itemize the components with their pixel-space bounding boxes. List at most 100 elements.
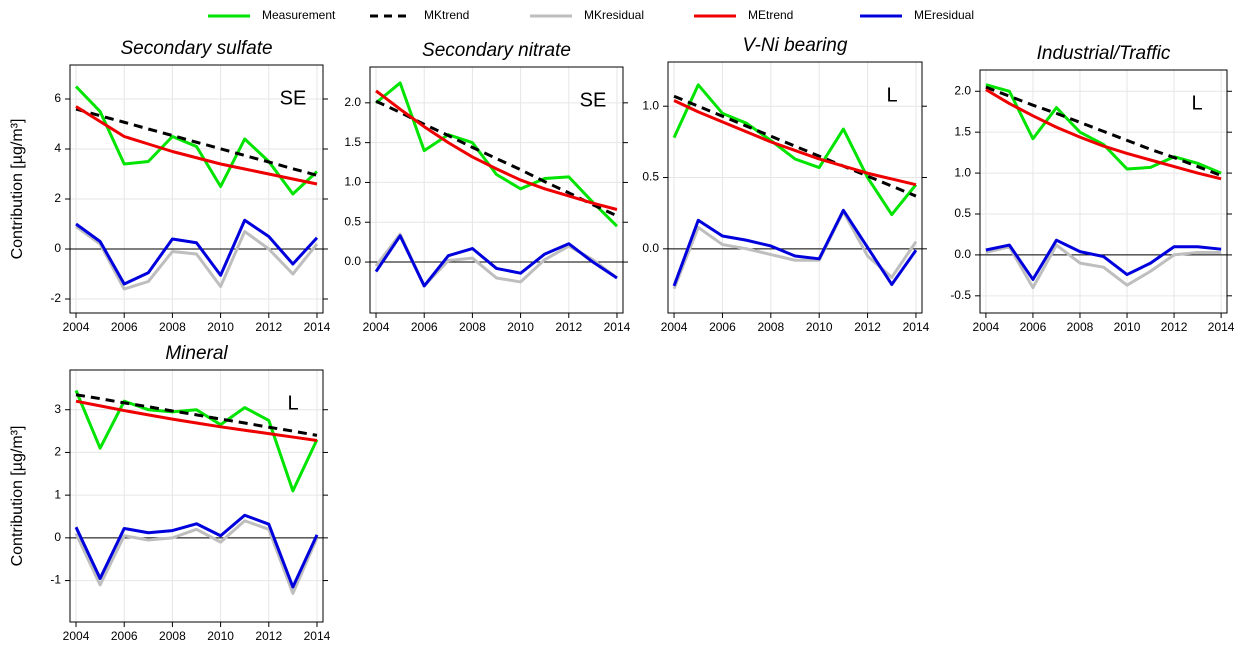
- x-tick-label: 2012: [854, 320, 881, 334]
- y-tick-label: 2.0: [954, 83, 971, 97]
- series-line: [75, 218, 319, 286]
- plot-frame: [979, 69, 1228, 314]
- y-tick-label: 0: [54, 241, 61, 255]
- x-tick-label: 2008: [159, 629, 186, 643]
- y-tick-label: 1: [54, 487, 61, 501]
- x-tick-label: 2008: [459, 320, 486, 334]
- series-line: [74, 85, 319, 196]
- y-tick-label: 2: [54, 191, 61, 205]
- series-line: [673, 99, 917, 187]
- x-tick-label: 2008: [757, 320, 784, 334]
- series-line: [375, 89, 618, 211]
- series-line: [75, 105, 318, 186]
- legend-label: Measurement: [262, 8, 336, 22]
- x-tick-label: 2006: [111, 629, 138, 643]
- series-line: [75, 393, 318, 437]
- y-tick-label: -0.5: [950, 288, 971, 302]
- x-tick-label: 2004: [63, 629, 90, 643]
- y-tick-label: 1.5: [954, 124, 971, 138]
- x-tick-label: 2006: [709, 320, 736, 334]
- series-line: [673, 94, 917, 198]
- y-tick-label: -2: [50, 291, 61, 305]
- series-line: [75, 399, 318, 442]
- panel-title: Secondary nitrate: [422, 40, 571, 61]
- x-tick-label: 2006: [1020, 320, 1047, 334]
- x-tick-label: 2012: [1161, 320, 1188, 334]
- series-line: [75, 225, 319, 291]
- series-line: [75, 107, 318, 177]
- y-tick-label: 1.5: [344, 135, 361, 149]
- y-axis-label: Contribution [µg/m³]: [9, 426, 26, 567]
- series-line: [672, 83, 918, 217]
- y-tick-label: 0.0: [642, 241, 659, 255]
- series-line: [375, 81, 619, 228]
- panel-annotation: SE: [580, 89, 607, 111]
- x-tick-label: 2014: [1208, 320, 1235, 334]
- y-tick-label: 1.0: [642, 98, 659, 112]
- series-line: [985, 85, 1222, 177]
- x-tick-label: 2014: [304, 320, 331, 334]
- x-tick-label: 2010: [207, 320, 234, 334]
- series-line: [74, 519, 319, 595]
- series-line: [672, 208, 918, 287]
- x-tick-label: 2004: [63, 320, 90, 334]
- x-tick-label: 2004: [363, 320, 390, 334]
- y-tick-label: 3: [54, 402, 61, 416]
- x-tick-label: 2012: [255, 629, 282, 643]
- y-tick-label: 6: [54, 91, 61, 105]
- series-line: [985, 83, 1222, 175]
- y-tick-label: 1.0: [954, 165, 971, 179]
- panel-annotation: L: [886, 84, 897, 106]
- x-tick-label: 2014: [903, 320, 930, 334]
- y-tick-label: 2: [54, 445, 61, 459]
- series-line: [672, 210, 918, 290]
- x-tick-label: 2008: [1067, 320, 1094, 334]
- y-tick-label: -1: [50, 573, 61, 587]
- x-tick-label: 2004: [973, 320, 1000, 334]
- x-tick-label: 2010: [806, 320, 833, 334]
- series-line: [985, 243, 1222, 290]
- y-tick-label: 4: [54, 141, 61, 155]
- plot-frame: [69, 64, 324, 314]
- x-tick-label: 2010: [1114, 320, 1141, 334]
- plot-frame: [667, 61, 923, 314]
- y-tick-label: 0.5: [344, 214, 361, 228]
- x-tick-label: 2006: [411, 320, 438, 334]
- x-tick-label: 2014: [604, 320, 631, 334]
- panel-title: Mineral: [165, 343, 228, 364]
- plot-frame: [69, 369, 324, 623]
- x-tick-label: 2010: [207, 629, 234, 643]
- x-tick-label: 2006: [111, 320, 138, 334]
- y-axis-label: Contribution [µg/m³]: [9, 119, 26, 260]
- panel-title: Industrial/Traffic: [1037, 43, 1171, 64]
- x-tick-label: 2010: [507, 320, 534, 334]
- x-tick-label: 2012: [255, 320, 282, 334]
- x-tick-label: 2008: [159, 320, 186, 334]
- y-tick-label: 0.5: [642, 170, 659, 184]
- legend-label: MKtrend: [424, 8, 469, 22]
- panel-annotation: L: [1191, 92, 1202, 114]
- x-tick-label: 2012: [555, 320, 582, 334]
- series-line: [74, 389, 319, 493]
- series-line: [74, 513, 319, 589]
- panel-title: V-Ni bearing: [743, 35, 848, 56]
- legend-label: MEresidual: [914, 8, 974, 22]
- panel-title: Secondary sulfate: [120, 38, 272, 59]
- y-tick-label: 0.0: [344, 254, 361, 268]
- panel-annotation: SE: [280, 87, 307, 109]
- x-tick-label: 2004: [661, 320, 688, 334]
- x-tick-label: 2014: [304, 629, 331, 643]
- series-line: [985, 238, 1222, 281]
- y-tick-label: 0: [54, 530, 61, 544]
- y-tick-label: 0.0: [954, 247, 971, 261]
- y-tick-label: 1.0: [344, 175, 361, 189]
- plot-frame: [369, 66, 624, 314]
- panel-annotation: L: [287, 392, 298, 414]
- legend-label: MKresidual: [584, 8, 644, 22]
- legend-label: MEtrend: [748, 8, 793, 22]
- series-line: [985, 88, 1222, 181]
- series-line: [374, 234, 618, 288]
- y-tick-label: 2.0: [344, 95, 361, 109]
- y-tick-label: 0.5: [954, 206, 971, 220]
